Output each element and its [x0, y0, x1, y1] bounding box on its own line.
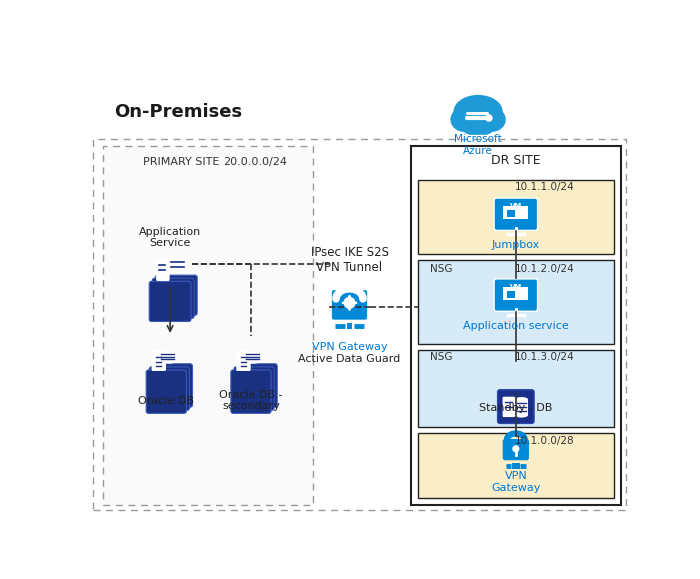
- Ellipse shape: [160, 352, 176, 356]
- Text: NSG: NSG: [430, 264, 453, 274]
- FancyBboxPatch shape: [153, 278, 194, 318]
- Text: Application service: Application service: [463, 321, 568, 331]
- Text: 10.1.3.0/24: 10.1.3.0/24: [514, 353, 574, 362]
- Ellipse shape: [244, 360, 260, 364]
- Text: Application
Service: Application Service: [139, 226, 201, 248]
- Text: NSG: NSG: [430, 353, 453, 362]
- Ellipse shape: [160, 360, 176, 364]
- Ellipse shape: [450, 107, 478, 132]
- FancyBboxPatch shape: [237, 364, 277, 407]
- Text: Oracle DB: Oracle DB: [139, 395, 195, 405]
- Bar: [507, 291, 514, 298]
- Text: 10.1.0.0/28: 10.1.0.0/28: [514, 435, 574, 446]
- Bar: [93, 139, 626, 510]
- Bar: [411, 146, 620, 504]
- FancyBboxPatch shape: [503, 439, 529, 460]
- FancyBboxPatch shape: [149, 281, 191, 321]
- FancyBboxPatch shape: [503, 397, 515, 417]
- Bar: [346, 323, 352, 329]
- Bar: [503, 287, 528, 300]
- Text: 10.1.2.0/24: 10.1.2.0/24: [514, 264, 574, 274]
- Circle shape: [344, 297, 356, 309]
- FancyBboxPatch shape: [234, 367, 274, 411]
- Circle shape: [486, 115, 492, 121]
- Bar: [103, 146, 312, 504]
- Text: Jumpbox: Jumpbox: [491, 240, 540, 250]
- Ellipse shape: [454, 95, 503, 129]
- FancyBboxPatch shape: [156, 258, 169, 281]
- FancyBboxPatch shape: [153, 364, 192, 407]
- FancyBboxPatch shape: [155, 275, 197, 316]
- Bar: [418, 179, 615, 254]
- Ellipse shape: [461, 116, 483, 135]
- Ellipse shape: [515, 397, 528, 402]
- Ellipse shape: [473, 116, 495, 135]
- Bar: [244, 354, 260, 362]
- Ellipse shape: [244, 352, 260, 356]
- Circle shape: [512, 445, 519, 452]
- Bar: [418, 350, 615, 427]
- Bar: [512, 463, 519, 470]
- Text: On-Premises: On-Premises: [113, 103, 242, 121]
- FancyBboxPatch shape: [331, 289, 368, 321]
- Text: Microsoft
Azure: Microsoft Azure: [454, 134, 502, 156]
- Text: 10.1.1.0/24: 10.1.1.0/24: [514, 182, 574, 192]
- FancyBboxPatch shape: [146, 370, 186, 413]
- Text: VPN Gateway: VPN Gateway: [312, 342, 387, 351]
- Bar: [160, 354, 176, 362]
- FancyBboxPatch shape: [167, 256, 188, 274]
- FancyBboxPatch shape: [494, 198, 538, 230]
- Text: Standby - DB: Standby - DB: [479, 404, 552, 413]
- Text: Active Data Guard: Active Data Guard: [298, 354, 400, 364]
- Bar: [507, 210, 514, 217]
- Text: 20.0.0.0/24: 20.0.0.0/24: [223, 157, 287, 167]
- FancyBboxPatch shape: [149, 367, 190, 411]
- Text: DR SITE: DR SITE: [491, 154, 540, 167]
- Text: IPsec IKE S2S
VPN Tunnel: IPsec IKE S2S VPN Tunnel: [311, 247, 389, 274]
- Text: VM: VM: [510, 203, 522, 209]
- Ellipse shape: [478, 107, 506, 132]
- Text: VPN
Gateway: VPN Gateway: [491, 471, 540, 493]
- Ellipse shape: [466, 113, 491, 135]
- FancyBboxPatch shape: [494, 279, 538, 312]
- FancyBboxPatch shape: [236, 350, 251, 371]
- Text: PRIMARY SITE: PRIMARY SITE: [144, 157, 220, 167]
- Bar: [515, 400, 528, 415]
- Text: VM: VM: [510, 284, 522, 290]
- Bar: [418, 433, 615, 499]
- Bar: [503, 206, 528, 219]
- FancyBboxPatch shape: [151, 350, 166, 371]
- FancyBboxPatch shape: [231, 370, 271, 413]
- Bar: [418, 261, 615, 343]
- FancyBboxPatch shape: [498, 390, 534, 423]
- Ellipse shape: [515, 413, 528, 417]
- Text: Oracle DB -
secondary: Oracle DB - secondary: [219, 390, 283, 412]
